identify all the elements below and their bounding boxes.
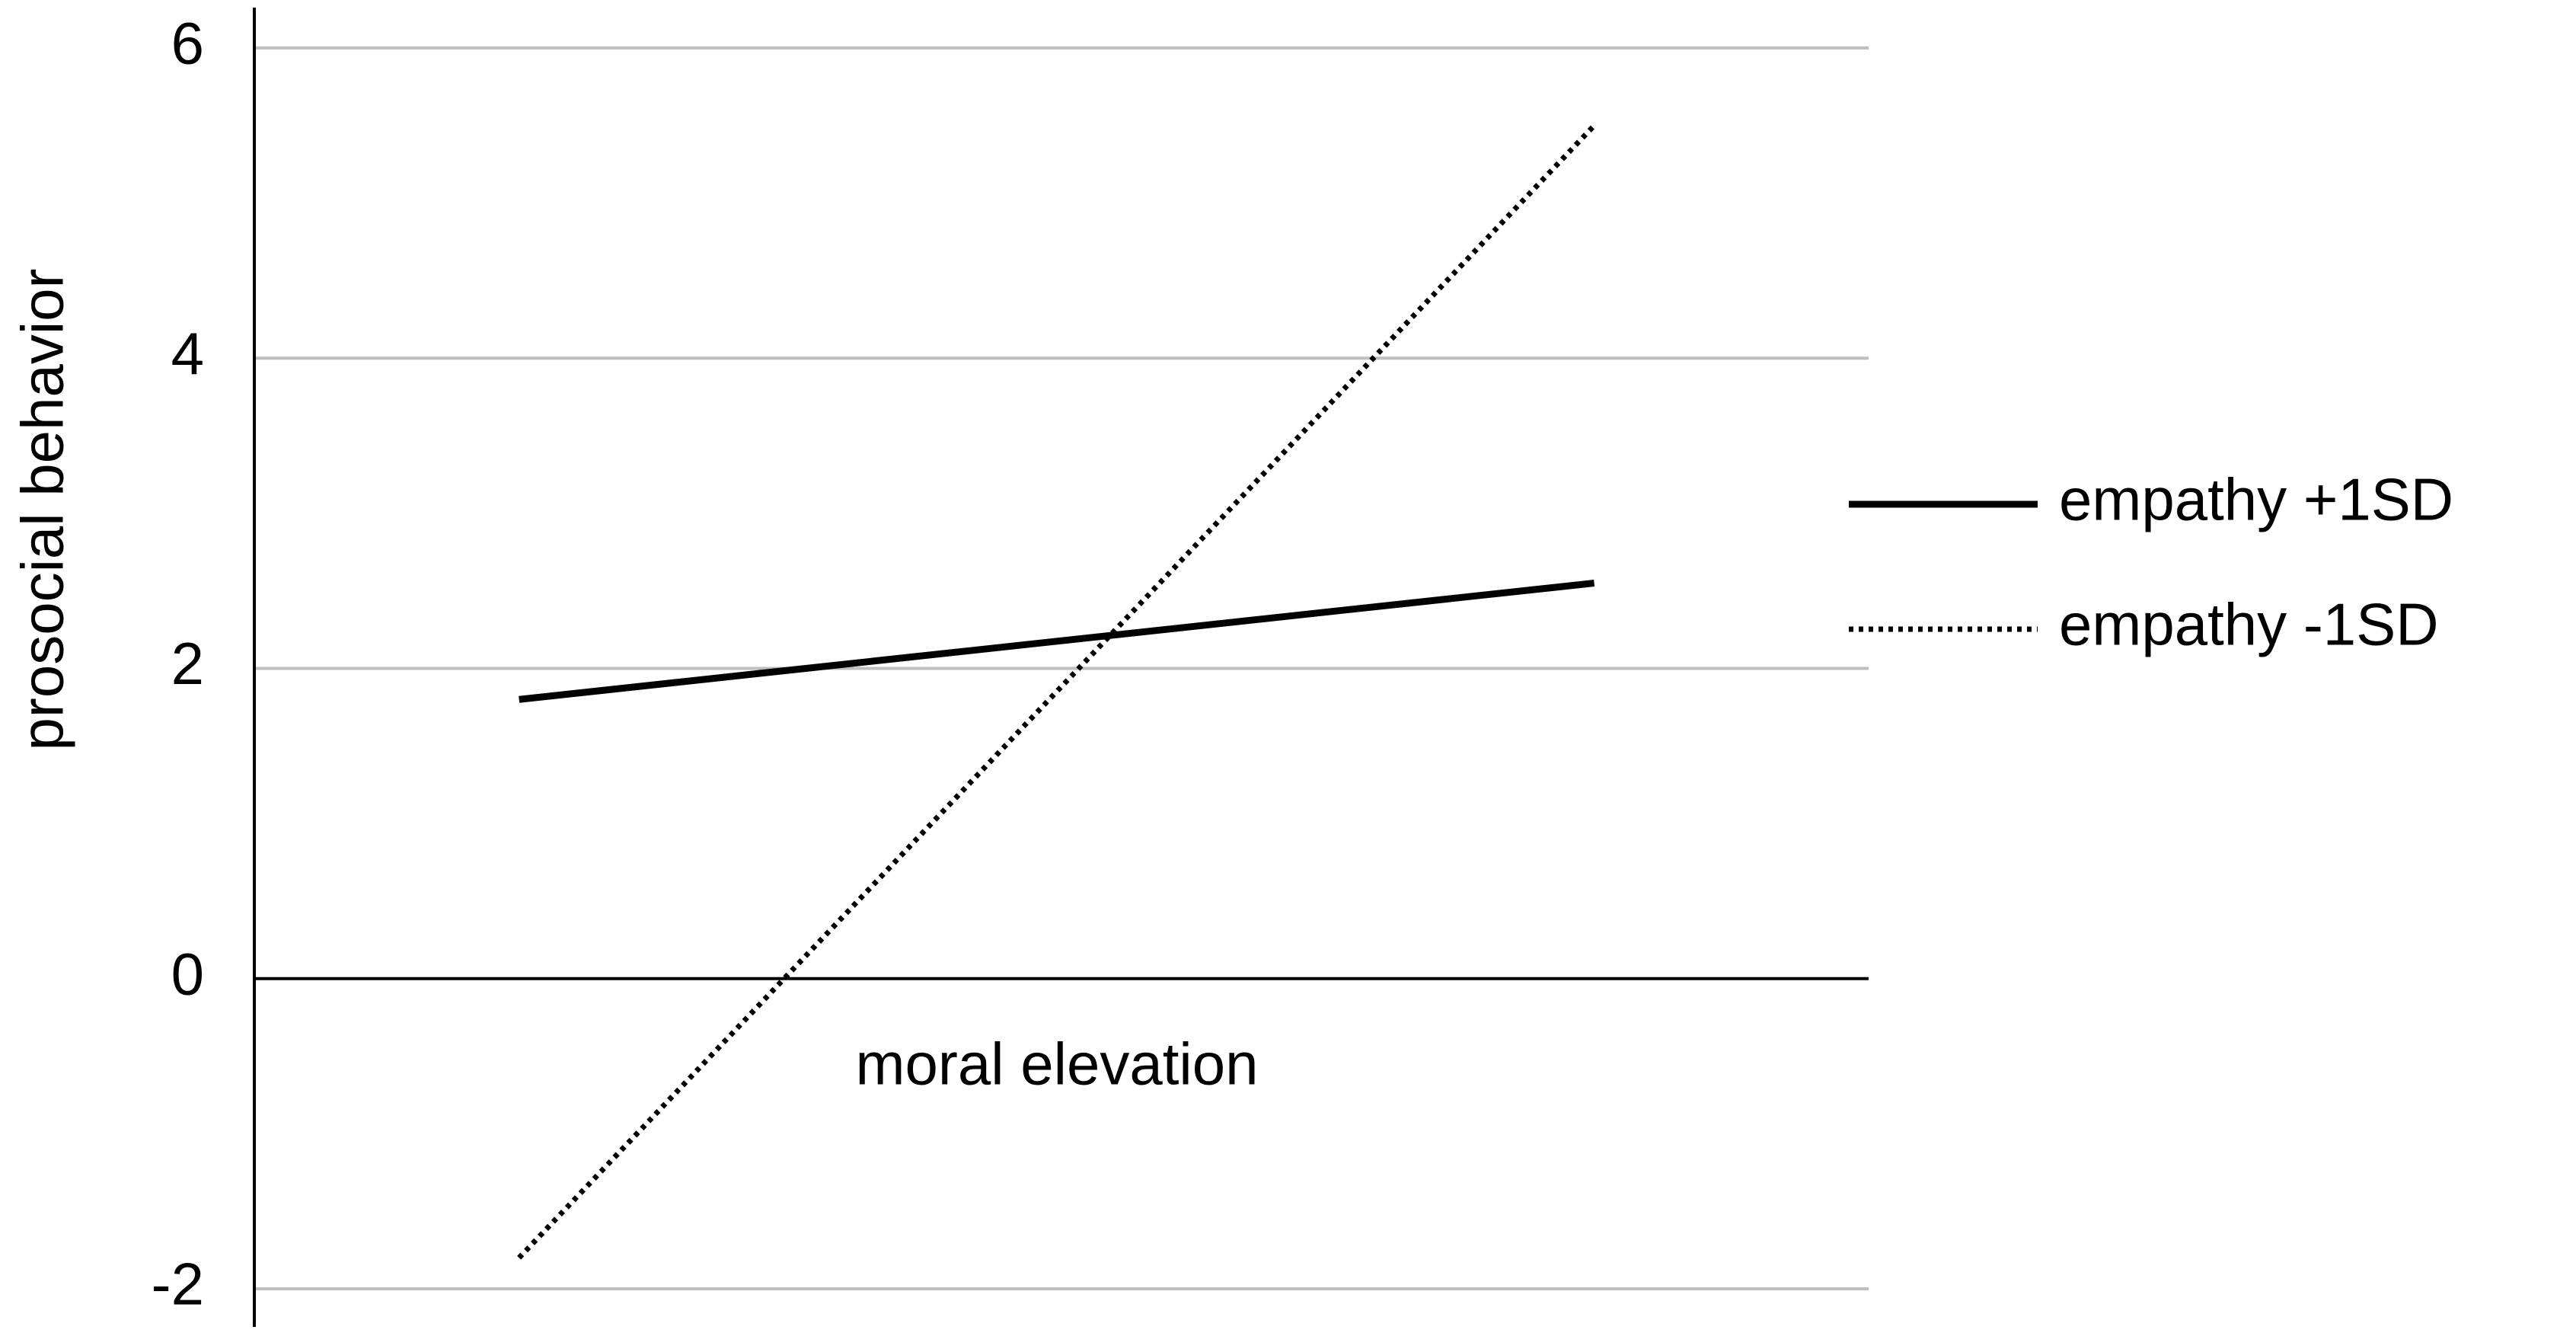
y-tick-label: 6 <box>171 10 204 77</box>
x-axis-label: moral elevation <box>856 1031 1259 1098</box>
y-tick-label: 4 <box>171 320 204 387</box>
legend-label: empathy +1SD <box>2059 466 2453 533</box>
y-tick-label: -2 <box>152 1251 204 1318</box>
series-line <box>517 123 1597 1260</box>
y-tick-label: 2 <box>171 630 204 697</box>
y-tick-label: 0 <box>171 940 204 1007</box>
series-line <box>519 580 1595 703</box>
y-axis-label: prosocial behavior <box>9 268 76 750</box>
legend-label: empathy -1SD <box>2059 591 2439 658</box>
